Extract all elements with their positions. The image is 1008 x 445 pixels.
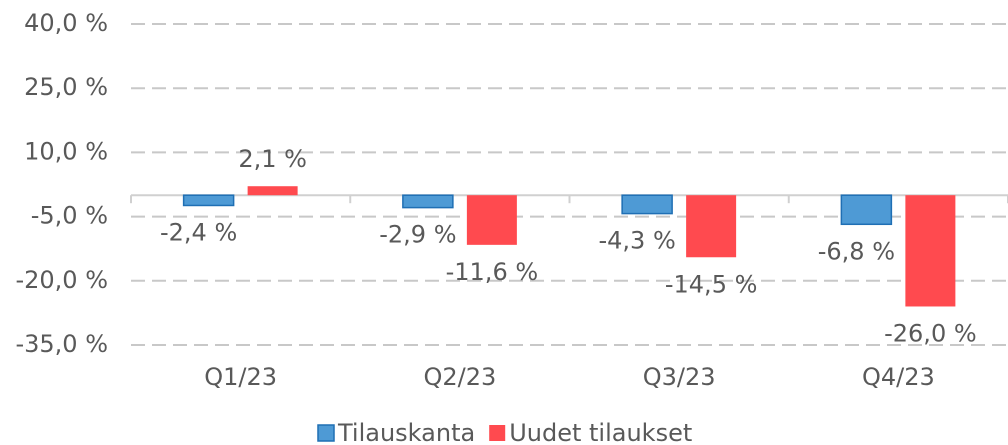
y-tick-label: 10,0 %	[24, 137, 108, 165]
x-tick-label: Q2/23	[423, 363, 496, 391]
legend-label: Tilauskanta	[337, 419, 475, 445]
x-tick-label: Q3/23	[643, 363, 716, 391]
y-tick-label: 40,0 %	[24, 9, 108, 37]
data-label: 2,1 %	[238, 145, 307, 173]
legend-label: Uudet tilaukset	[509, 419, 692, 445]
bar	[621, 194, 673, 215]
data-label: -4,3 %	[598, 227, 675, 255]
bar	[686, 195, 737, 258]
bar	[905, 195, 956, 307]
legend-swatch	[489, 425, 506, 441]
bar	[247, 186, 298, 196]
x-tick-label: Q4/23	[862, 363, 935, 391]
y-tick-label: 25,0 %	[24, 73, 108, 101]
legend-swatch	[317, 424, 335, 442]
data-label: -26,0 %	[884, 319, 977, 347]
data-label: -2,9 %	[379, 221, 456, 249]
data-label: -11,6 %	[446, 258, 539, 286]
data-label: -6,8 %	[818, 237, 895, 265]
y-tick-label: -20,0 %	[15, 266, 108, 294]
y-tick-label: -35,0 %	[15, 330, 108, 358]
bar	[466, 195, 517, 245]
bar	[840, 194, 893, 226]
data-label: -14,5 %	[665, 270, 758, 298]
bar	[402, 194, 454, 209]
data-label: -2,4 %	[160, 218, 237, 246]
x-tick-label: Q1/23	[204, 363, 277, 391]
bar	[182, 194, 235, 207]
y-tick-label: -5,0 %	[31, 202, 108, 230]
